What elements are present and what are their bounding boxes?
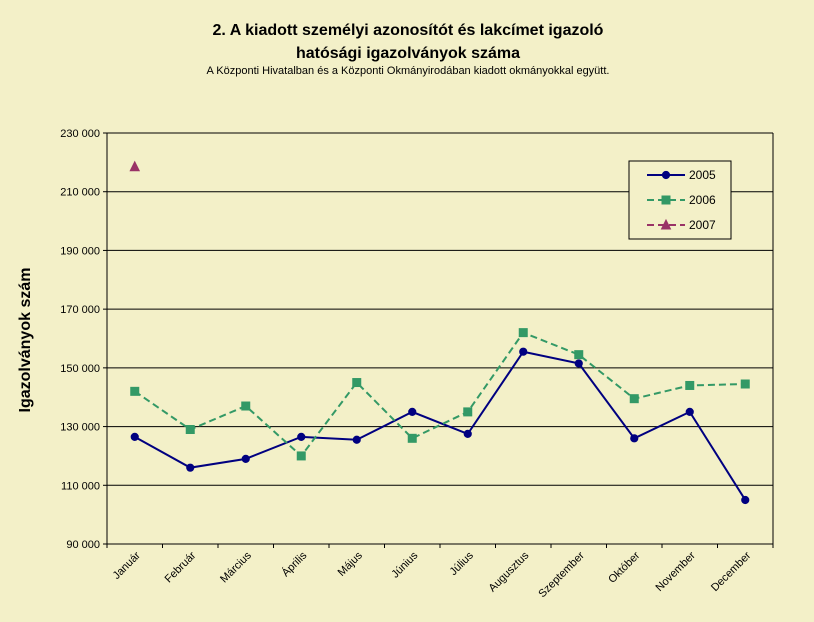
data-point-2005 (463, 429, 472, 439)
series-line-2005 (134, 350, 747, 501)
data-point-2006 (685, 380, 695, 390)
data-point-2005 (741, 495, 750, 505)
x-tick-label: Augusztus (487, 549, 532, 594)
data-point-2006 (463, 407, 473, 417)
data-point-2005 (130, 432, 139, 441)
data-point-2005 (685, 407, 694, 416)
y-tick-label: 90 000 (66, 539, 100, 551)
x-tick-label: Március (218, 549, 254, 585)
legend-label-2005: 2005 (689, 168, 716, 182)
data-point-2006 (518, 328, 528, 338)
x-tick-label: Január (111, 549, 144, 582)
data-point-2006 (185, 425, 195, 435)
y-tick-label: 230 000 (60, 128, 100, 140)
legend: 2005 2006 2007 (628, 160, 732, 240)
data-point-2005 (630, 434, 639, 443)
x-tick-label: November (654, 549, 699, 594)
data-point-2006 (574, 350, 584, 360)
data-point-2005 (186, 463, 195, 472)
chart-title-line-1: 2. A kiadott személyi azonosítót és lakc… (213, 22, 604, 39)
data-point-2005 (297, 432, 306, 441)
data-point-2006 (296, 451, 306, 461)
y-tick-label: 150 000 (60, 363, 100, 375)
data-point-2005 (574, 359, 583, 368)
x-tick-label: Április (279, 549, 310, 580)
y-axis-label: Igazolványok szám (17, 268, 34, 413)
x-tick-label: Február (163, 549, 199, 585)
data-point-2006 (241, 401, 251, 411)
data-point-2005 (519, 347, 528, 356)
y-tick-label: 110 000 (61, 480, 100, 492)
legend-marker-2007 (660, 218, 672, 230)
y-tick-label: 190 000 (60, 245, 100, 257)
x-tick-label: Május (336, 549, 366, 579)
x-tick-label: Október (606, 549, 642, 585)
data-point-2006 (407, 433, 417, 443)
legend-label-2006: 2006 (689, 193, 716, 207)
y-tick-label: 210 000 (60, 187, 100, 199)
data-point-2006 (352, 378, 362, 388)
data-point-2005 (241, 454, 250, 463)
x-tick-label: December (709, 549, 754, 594)
data-point-2006 (740, 379, 750, 389)
y-tick-label: 130 000 (60, 422, 100, 434)
series-line-2006 (134, 331, 746, 458)
legend-marker-2005 (661, 170, 671, 180)
chart-subtitle: A Központi Hivatalban és a Központi Okmá… (207, 65, 610, 77)
data-point-2007 (129, 160, 141, 172)
chart-title-line-2: hatósági igazolványok száma (296, 45, 520, 62)
y-tick-label: 170 000 (60, 304, 100, 316)
legend-label-2007: 2007 (689, 218, 716, 232)
legend-marker-2006 (661, 195, 671, 205)
data-point-2005 (408, 407, 417, 416)
data-point-2006 (130, 386, 140, 396)
data-point-2005 (352, 435, 361, 444)
data-point-2006 (629, 394, 639, 404)
x-tick-label: Szeptember (536, 549, 587, 600)
x-tick-label: Június (389, 549, 420, 580)
x-tick-label: Július (447, 549, 476, 578)
